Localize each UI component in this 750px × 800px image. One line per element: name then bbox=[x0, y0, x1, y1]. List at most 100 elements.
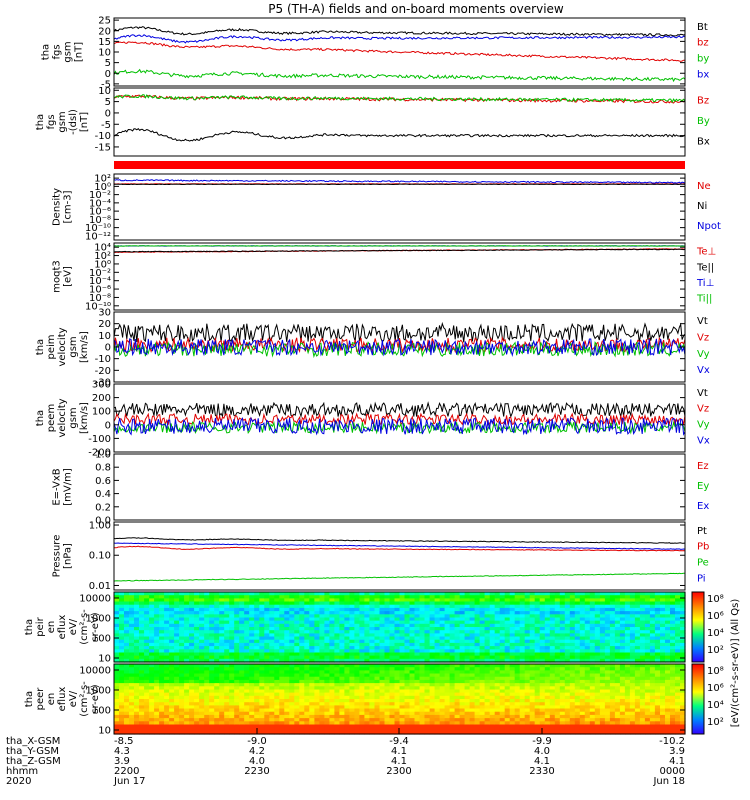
spectrogram-cell bbox=[184, 646, 190, 650]
spectrogram-cell bbox=[149, 598, 155, 603]
spectrogram-cell bbox=[304, 646, 310, 650]
spectrogram-cell bbox=[229, 630, 235, 634]
spectrogram-cell bbox=[239, 601, 245, 606]
spectrogram-cell bbox=[174, 646, 180, 650]
spectrogram-cell bbox=[244, 611, 250, 615]
spectrogram-cell bbox=[184, 630, 190, 634]
spectrogram-cell bbox=[339, 627, 345, 631]
spectrogram-cell bbox=[324, 658, 330, 663]
spectrogram-cell bbox=[204, 642, 210, 647]
spectrogram-cell bbox=[224, 658, 230, 663]
spectrogram-cell bbox=[284, 604, 290, 609]
spectrogram-cell bbox=[329, 627, 335, 631]
spectrogram-cell bbox=[134, 598, 140, 603]
spectrogram-cell bbox=[159, 627, 165, 631]
spectrogram-cell bbox=[134, 620, 140, 625]
spectrogram-cell bbox=[299, 611, 305, 615]
spectrogram-cell bbox=[114, 633, 120, 638]
spectrogram-cell bbox=[294, 620, 300, 625]
spectrogram-cell bbox=[324, 617, 330, 622]
y-tick-label: 10000 bbox=[79, 594, 111, 605]
spectrogram-cell bbox=[269, 592, 275, 596]
spectrogram-cell bbox=[319, 601, 325, 606]
spectrogram-cell bbox=[259, 636, 265, 641]
series-line bbox=[113, 248, 686, 253]
spectrogram-cell bbox=[134, 627, 140, 631]
y-axis-label-line: -(dsl) bbox=[68, 109, 79, 135]
spectrogram-cell bbox=[304, 607, 310, 612]
spectrogram-cell bbox=[214, 642, 220, 647]
spectrogram-cell bbox=[214, 646, 220, 650]
spectrogram-cell bbox=[289, 646, 295, 650]
spectrogram-cell bbox=[319, 633, 325, 638]
spectrogram-cell bbox=[284, 646, 290, 650]
spectrogram-cell bbox=[194, 630, 200, 634]
spectrogram-cell bbox=[259, 614, 265, 619]
spectrogram-cell bbox=[294, 611, 300, 615]
y-axis-label-line: peir bbox=[35, 616, 46, 636]
spectrogram-cell bbox=[119, 636, 125, 641]
spectrogram-cell bbox=[139, 598, 145, 603]
spectrogram-cell bbox=[169, 646, 175, 650]
spectrogram-cell bbox=[324, 655, 330, 660]
spectrogram-cell bbox=[114, 614, 120, 619]
spectrogram-cell bbox=[334, 623, 340, 628]
spectrogram-cell bbox=[159, 639, 165, 644]
y-tick-label: 10⁻² bbox=[89, 268, 111, 279]
spectrogram-cell bbox=[114, 595, 120, 599]
spectrogram-cell bbox=[144, 614, 150, 619]
spectrogram-cell bbox=[269, 636, 275, 641]
y-axis-label: tha peem velocity gsm [km/s] bbox=[35, 398, 90, 437]
spectrogram-cell bbox=[209, 592, 215, 596]
spectrogram-cell bbox=[184, 627, 190, 631]
spectrogram-cell bbox=[134, 595, 140, 599]
spectrogram-cell bbox=[174, 630, 180, 634]
spectrogram-cell bbox=[259, 649, 265, 654]
spectrogram-cell bbox=[269, 614, 275, 619]
spectrogram-cell bbox=[179, 601, 185, 606]
spectrogram-cell bbox=[229, 614, 235, 619]
spectrogram-cell bbox=[299, 655, 305, 660]
series-line bbox=[113, 94, 686, 104]
spectrogram-cell bbox=[189, 646, 195, 650]
spectrogram-cell bbox=[279, 601, 285, 606]
spectrogram-cell bbox=[329, 614, 335, 619]
spectrogram-cell bbox=[279, 595, 285, 599]
spectrogram-cell bbox=[264, 598, 270, 603]
spectrogram-cell bbox=[264, 639, 270, 644]
spectrogram-cell bbox=[139, 614, 145, 619]
spectrogram-cell bbox=[219, 639, 225, 644]
spectrogram-cell bbox=[144, 627, 150, 631]
spectrogram-cell bbox=[174, 658, 180, 663]
spectrogram-cell bbox=[124, 592, 130, 596]
spectrogram-cell bbox=[279, 649, 285, 654]
legend-entry: Ne bbox=[697, 181, 711, 192]
spectrogram-cell bbox=[274, 617, 280, 622]
spectrogram-cell bbox=[239, 623, 245, 628]
spectrogram-cell bbox=[209, 627, 215, 631]
spectrogram-cell bbox=[194, 633, 200, 638]
spectrogram-cell bbox=[269, 633, 275, 638]
spectrogram-cell bbox=[184, 633, 190, 638]
spectrogram-cell bbox=[284, 649, 290, 654]
spectrogram-cell bbox=[309, 617, 315, 622]
spectrogram-cell bbox=[224, 633, 230, 638]
spectrogram-cell bbox=[179, 614, 185, 619]
spectrogram-cell bbox=[149, 649, 155, 654]
spectrogram-cell bbox=[169, 655, 175, 660]
spectrogram-cell bbox=[274, 627, 280, 631]
spectrogram-cell bbox=[249, 658, 255, 663]
spectrogram-cell bbox=[329, 636, 335, 641]
spectrogram-cell bbox=[294, 598, 300, 603]
spectrogram-cell bbox=[249, 598, 255, 603]
spectrogram-cell bbox=[174, 633, 180, 638]
spectrogram-cell bbox=[309, 623, 315, 628]
spectrogram-cell bbox=[294, 607, 300, 612]
y-tick-label: 20 bbox=[98, 319, 111, 330]
spectrogram-cell bbox=[254, 633, 260, 638]
spectrogram-cell bbox=[164, 598, 170, 603]
y-axis-label-line: [mV/m] bbox=[63, 468, 74, 506]
spectrogram-cell bbox=[284, 630, 290, 634]
spectrogram-cell bbox=[124, 630, 130, 634]
spectrogram-cell bbox=[134, 607, 140, 612]
